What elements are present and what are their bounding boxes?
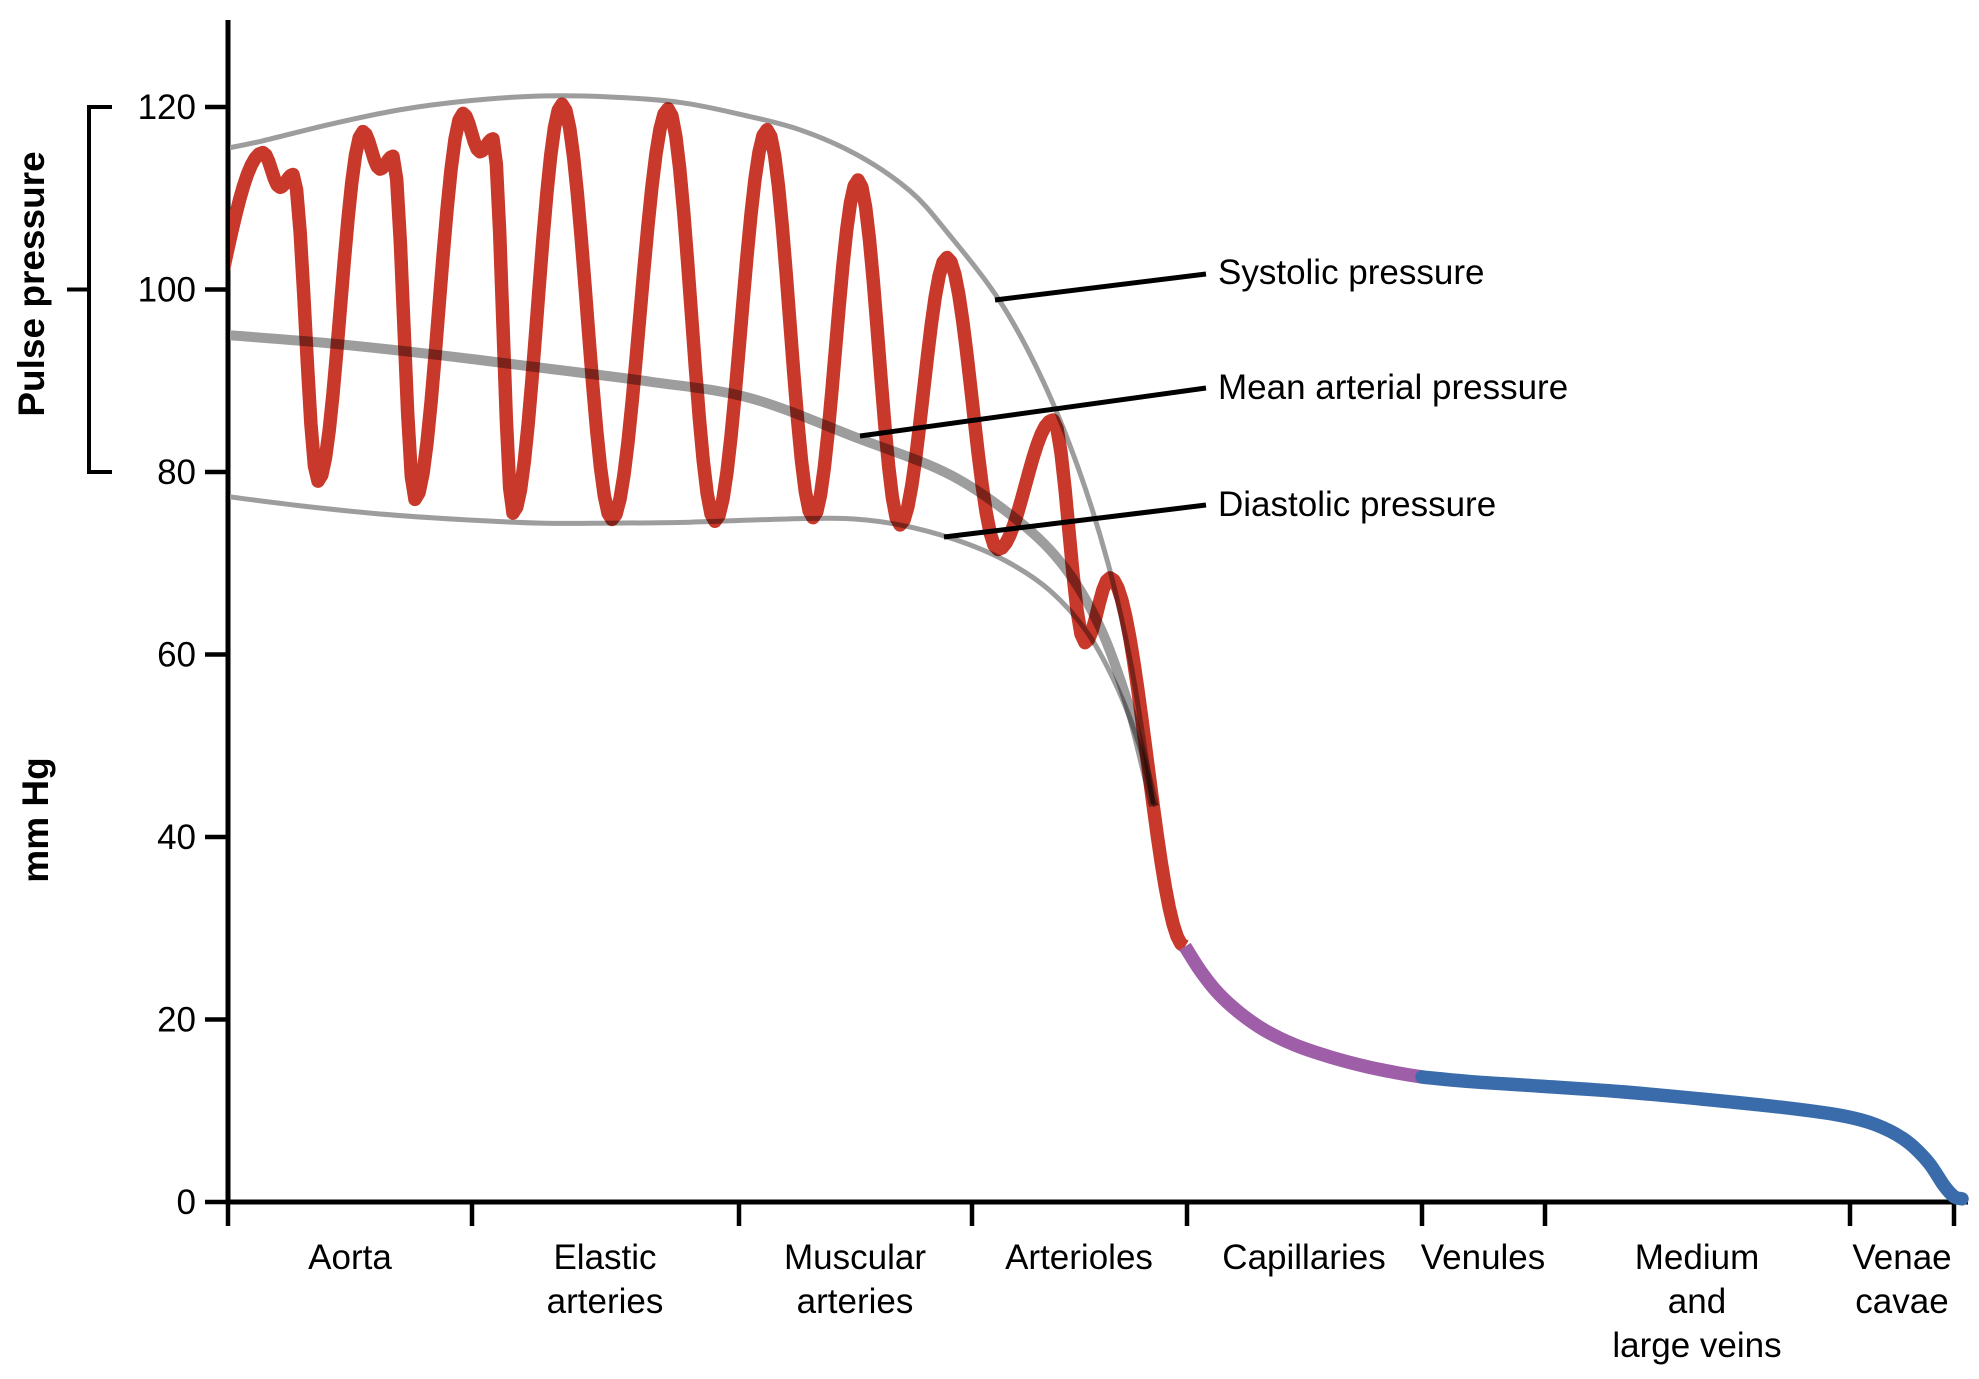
leader-line-systolic xyxy=(994,271,1207,303)
annotation-diastolic-pressure-label: Diastolic pressure xyxy=(1218,485,1496,524)
series-group xyxy=(230,93,1969,1206)
x-category-label: Capillaries xyxy=(1222,1238,1385,1277)
series-arterial-pulse xyxy=(230,97,1189,953)
x-category-label: Venae xyxy=(1852,1238,1951,1277)
annotation-mean-pressure-label: Mean arterial pressure xyxy=(1218,368,1568,407)
x-category-label: cavae xyxy=(1855,1282,1948,1321)
leader-line-mean xyxy=(859,385,1207,439)
y-tick-label: 60 xyxy=(157,636,196,675)
y-tick-labels: 120 100 80 60 40 20 0 xyxy=(138,88,196,1222)
bracket-line xyxy=(87,105,112,474)
y-tick-label: 80 xyxy=(157,453,196,492)
pulse-pressure-bracket xyxy=(67,105,112,474)
x-category-label: Venules xyxy=(1421,1238,1546,1277)
series-capillary-segment xyxy=(1179,942,1424,1084)
y-tick-label: 120 xyxy=(138,88,196,127)
x-category-label: Arterioles xyxy=(1005,1238,1153,1277)
series-mean-arterial xyxy=(230,330,1159,808)
x-category-label: arteries xyxy=(547,1282,664,1321)
ticks xyxy=(205,104,1957,1226)
x-category-label: and xyxy=(1668,1282,1726,1321)
annotation-systolic-pressure-label: Systolic pressure xyxy=(1218,253,1484,292)
side-labels: Pulse pressure mm Hg xyxy=(11,151,56,882)
y-tick-label: 40 xyxy=(157,818,196,857)
x-category-label: Medium xyxy=(1635,1238,1759,1277)
y-tick-label: 20 xyxy=(157,1001,196,1040)
axes xyxy=(225,20,1968,1205)
series-venous-segment xyxy=(1415,1070,1969,1206)
x-category-label: arteries xyxy=(797,1282,914,1321)
series-systolic-envelope xyxy=(230,93,1156,805)
mmhg-axis-label: mm Hg xyxy=(15,757,56,882)
x-category-label: Elastic xyxy=(553,1238,656,1277)
series-diastolic-envelope xyxy=(230,494,1159,808)
x-category-label: Aorta xyxy=(308,1238,392,1277)
y-tick-label: 0 xyxy=(177,1183,196,1222)
leader-line-diastolic xyxy=(943,502,1207,540)
x-category-labels: Aorta Elastic arteries Muscular arteries Arte… xyxy=(308,1238,1951,1365)
x-category-label: Muscular xyxy=(784,1238,926,1277)
x-category-label: large veins xyxy=(1612,1326,1781,1365)
y-tick-label: 100 xyxy=(138,271,196,310)
pulse-pressure-label: Pulse pressure xyxy=(11,151,52,416)
annotations: Systolic pressure Mean arterial pressure D… xyxy=(859,253,1568,540)
